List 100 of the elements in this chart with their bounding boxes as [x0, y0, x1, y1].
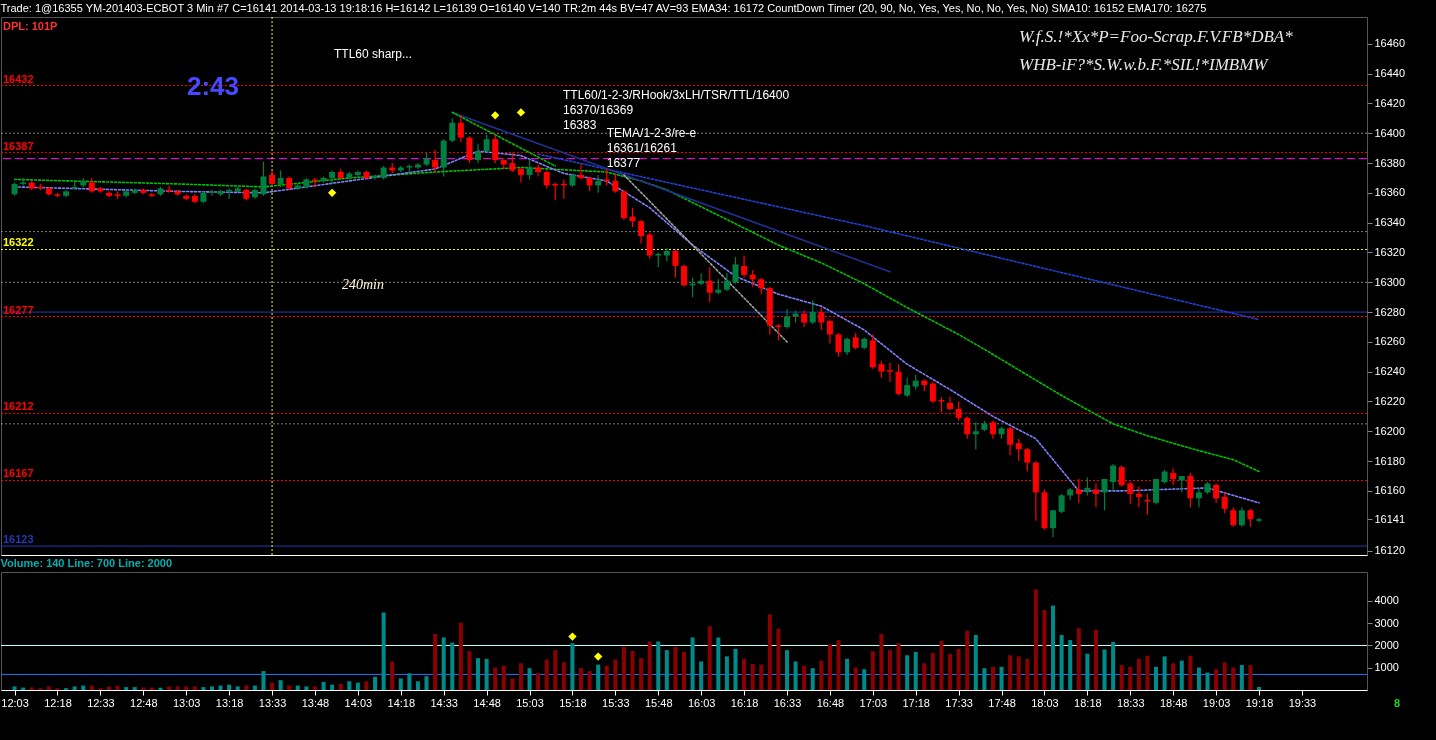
bar [201, 687, 206, 690]
bar [407, 673, 412, 690]
x-tick-label: 19:03 [1202, 696, 1231, 709]
bar [1196, 667, 1201, 690]
bar [690, 637, 695, 690]
bar [536, 673, 541, 690]
y-tick-label: 16420 [1374, 96, 1406, 109]
bar [1231, 667, 1236, 690]
chart-title: Volume: 140 Line: 700 Line: 2000 [0, 557, 173, 569]
bar [630, 650, 635, 690]
candlestick [732, 256, 739, 285]
bar [579, 668, 584, 690]
candlestick [1153, 478, 1160, 505]
bar [261, 671, 266, 690]
candlestick [783, 308, 790, 330]
bar [304, 686, 309, 690]
candlestick [638, 219, 645, 245]
candlestick [612, 172, 619, 194]
y-tick-label: 16240 [1374, 365, 1406, 378]
candlestick [929, 381, 936, 404]
bar [124, 687, 129, 690]
bar [518, 663, 523, 690]
bar [132, 687, 137, 690]
bar [845, 658, 850, 690]
ref-line-label: 16212 [3, 400, 34, 413]
y-tick-label: 16320 [1374, 245, 1406, 258]
bar [1093, 629, 1098, 690]
bar [707, 626, 712, 690]
candlestick [449, 117, 456, 143]
point [491, 111, 500, 120]
bar [784, 650, 789, 690]
candlestick [904, 377, 911, 398]
bar [939, 640, 944, 690]
candlestick [1015, 438, 1022, 462]
annotation: 2:43 [186, 71, 240, 101]
candlestick [1195, 487, 1202, 508]
bar [510, 678, 515, 690]
x-tick-label: 13:18 [215, 696, 244, 709]
y-tick-label: 2000 [1374, 638, 1399, 651]
y-tick-label: 16380 [1374, 156, 1406, 169]
bar [347, 681, 352, 690]
candlestick [886, 362, 893, 383]
y-tick-label: 16141 [1374, 512, 1406, 525]
bar [930, 652, 935, 690]
bar [476, 658, 481, 690]
bar [810, 668, 815, 690]
bar [776, 628, 781, 690]
bar [750, 663, 755, 690]
bar [12, 686, 17, 690]
y-tick-label: 16440 [1374, 67, 1406, 80]
bar [862, 669, 867, 690]
bar [819, 660, 824, 690]
bar [887, 650, 892, 690]
bar [1154, 666, 1159, 690]
bar [167, 686, 172, 690]
candlestick [457, 114, 464, 143]
bar [948, 653, 953, 690]
x-tick-label: 17:18 [902, 696, 930, 709]
bar [656, 641, 661, 690]
candlestick [1101, 478, 1108, 511]
bar [1205, 672, 1210, 690]
x-tick-label: 13:48 [301, 696, 330, 709]
y-tick-label: 16300 [1374, 275, 1406, 288]
y-tick-label: 16340 [1374, 216, 1406, 229]
bar [355, 682, 360, 690]
bar [647, 641, 652, 690]
candlestick [706, 266, 713, 303]
candlestick [208, 189, 215, 197]
x-tick-label: 17:03 [859, 696, 888, 709]
x-tick-label: 17:33 [945, 696, 973, 709]
bar [1076, 628, 1081, 690]
candlestick [1110, 463, 1117, 492]
bar [484, 658, 489, 690]
bar [1128, 666, 1133, 690]
x-tick-label: 15:48 [644, 696, 673, 709]
bar [338, 683, 343, 690]
bar [424, 676, 429, 690]
y-tick-label: 16260 [1374, 335, 1406, 348]
candlestick [1092, 482, 1099, 508]
bar [1257, 686, 1262, 690]
y-tick-label: 3000 [1374, 616, 1399, 629]
bar [613, 659, 618, 690]
x-tick-label: 16:33 [773, 696, 802, 709]
candlestick [526, 157, 533, 181]
bar [381, 612, 386, 690]
bar [1008, 655, 1013, 690]
y-tick-label: 16220 [1374, 395, 1406, 407]
x-tick-label: 17:48 [988, 696, 1016, 709]
bar [699, 661, 704, 690]
candlestick [260, 160, 267, 197]
bar [682, 651, 686, 690]
annotation: W.f.S.!*Xx*P=Foo-Scrap.F.V.FB*DBA* [1019, 27, 1294, 46]
bar [209, 686, 214, 690]
bar [1179, 660, 1184, 690]
bar [879, 633, 884, 690]
y-tick-label: 16160 [1374, 484, 1406, 497]
bar [793, 661, 798, 690]
candlestick [1135, 485, 1142, 508]
bar [1162, 656, 1167, 690]
bar [373, 676, 378, 690]
